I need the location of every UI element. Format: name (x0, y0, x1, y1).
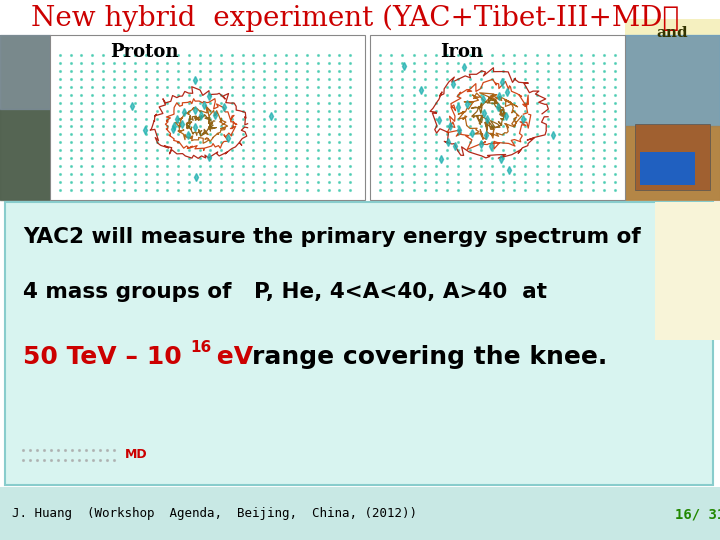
FancyBboxPatch shape (640, 152, 695, 185)
Text: Proton: Proton (110, 43, 179, 61)
FancyBboxPatch shape (625, 19, 720, 47)
Text: 50 TeV – 10: 50 TeV – 10 (23, 345, 181, 369)
FancyBboxPatch shape (370, 35, 625, 200)
Text: MD: MD (125, 449, 148, 462)
Text: J. Huang  (Workshop  Agenda,  Beijing,  China, (2012)): J. Huang (Workshop Agenda, Beijing, Chin… (12, 508, 417, 521)
Text: 16: 16 (190, 340, 211, 354)
Text: New hybrid  experiment (YAC+Tibet-III+MD）: New hybrid experiment (YAC+Tibet-III+MD） (31, 4, 679, 32)
Text: and: and (656, 26, 688, 40)
Text: YAC2 will measure the primary energy spectrum of: YAC2 will measure the primary energy spe… (23, 227, 641, 247)
FancyBboxPatch shape (50, 35, 365, 200)
Text: eV: eV (208, 345, 253, 369)
FancyBboxPatch shape (0, 487, 720, 540)
Text: 16/ 31: 16/ 31 (675, 507, 720, 521)
FancyBboxPatch shape (0, 35, 50, 200)
Text: Iron: Iron (440, 43, 483, 61)
FancyBboxPatch shape (655, 202, 720, 340)
FancyBboxPatch shape (5, 202, 713, 485)
FancyBboxPatch shape (625, 35, 720, 200)
FancyBboxPatch shape (635, 124, 710, 190)
Text: range covering the knee.: range covering the knee. (252, 345, 607, 369)
Text: 4 mass groups of   P, He, 4<A<40, A>40  at: 4 mass groups of P, He, 4<A<40, A>40 at (23, 282, 547, 302)
